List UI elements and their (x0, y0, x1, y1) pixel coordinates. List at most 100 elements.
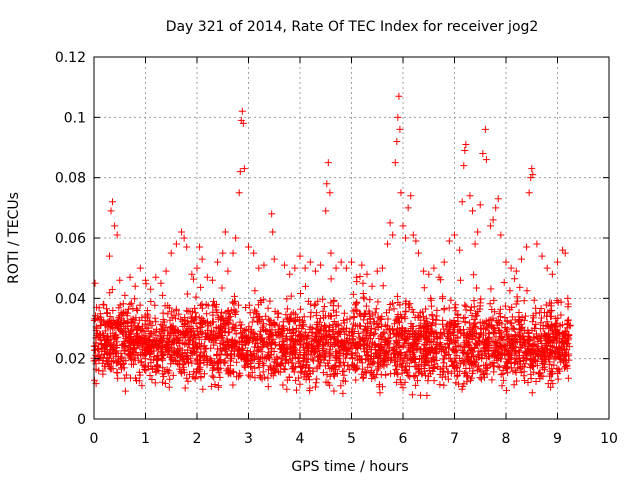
data-point (103, 309, 111, 317)
data-point (113, 231, 121, 239)
data-point (399, 222, 407, 230)
x-tick-label: 7 (450, 431, 459, 447)
data-point (409, 231, 417, 239)
data-point (548, 270, 556, 278)
data-point (348, 258, 355, 266)
data-point (152, 273, 160, 281)
data-point (538, 252, 546, 260)
x-tick-label: 3 (244, 431, 253, 447)
data-point (198, 255, 206, 263)
data-point (389, 231, 397, 239)
y-tick-label: 0.04 (55, 291, 86, 307)
data-point (461, 147, 469, 155)
data-point (425, 270, 433, 278)
data-point (323, 180, 331, 188)
x-tick-label: 4 (296, 431, 305, 447)
data-point (268, 210, 276, 218)
data-point (487, 222, 495, 230)
data-point (301, 264, 309, 272)
data-point (554, 258, 561, 266)
data-point (525, 189, 533, 197)
data-point (235, 189, 243, 197)
data-point (523, 243, 531, 251)
data-points (91, 92, 572, 323)
data-point (440, 258, 448, 266)
x-tick-label: 10 (600, 431, 618, 447)
data-point (363, 270, 371, 278)
x-axis-label: GPS time / hours (291, 459, 408, 475)
data-point (126, 273, 134, 281)
data-point (445, 237, 453, 245)
y-axis-ticks: 0 0.02 0.04 0.06 0.08 0.1 0.12 (55, 50, 609, 428)
data-point (306, 258, 314, 266)
data-point (105, 252, 113, 260)
data-point (136, 264, 144, 272)
data-point (109, 198, 117, 206)
data-point (157, 279, 165, 287)
data-point (492, 204, 500, 212)
data-point (561, 249, 569, 257)
data-point (533, 240, 541, 248)
data-point (479, 150, 487, 158)
data-point (286, 270, 294, 278)
dense-data-cloud (90, 271, 574, 399)
data-point (395, 92, 403, 100)
data-point (121, 291, 129, 299)
x-tick-label: 6 (399, 431, 408, 447)
data-point (502, 258, 510, 266)
data-point (393, 137, 401, 145)
data-point (507, 264, 515, 272)
data-point (476, 201, 484, 209)
data-point (238, 107, 246, 115)
data-point (528, 165, 536, 173)
data-point (512, 267, 520, 275)
y-tick-label: 0.12 (55, 50, 86, 66)
data-point (327, 249, 335, 257)
data-point (116, 276, 124, 284)
data-point (458, 198, 466, 206)
data-point (456, 246, 464, 254)
data-point (407, 192, 415, 200)
data-point (324, 159, 332, 167)
data-point (474, 228, 482, 236)
data-point (435, 273, 443, 281)
data-point (358, 261, 366, 269)
chart-title: Day 321 of 2014, Rate Of TEC Index for r… (166, 19, 539, 35)
x-tick-label: 8 (502, 431, 511, 447)
x-tick-label: 1 (141, 431, 150, 447)
data-point (497, 231, 505, 239)
y-tick-label: 0.1 (64, 110, 86, 126)
data-point (111, 222, 119, 230)
data-point (402, 234, 410, 242)
data-point (188, 270, 196, 278)
data-point (107, 207, 115, 215)
data-point (250, 249, 258, 257)
data-point (232, 234, 240, 242)
data-point (489, 216, 497, 224)
data-point (172, 240, 180, 248)
data-point (543, 264, 551, 272)
data-point (517, 255, 525, 263)
data-point (260, 261, 268, 269)
data-point (396, 125, 404, 133)
y-tick-label: 0.02 (55, 352, 86, 368)
x-tick-label: 9 (553, 431, 562, 447)
data-point (162, 267, 170, 275)
data-point (255, 264, 263, 272)
dense-points-path (90, 271, 574, 399)
data-point (481, 125, 489, 133)
data-point (412, 237, 420, 245)
data-point (240, 165, 248, 173)
data-point (214, 258, 222, 266)
data-point (471, 240, 479, 248)
data-point (239, 119, 247, 127)
data-point (326, 189, 334, 197)
data-point (397, 189, 405, 197)
data-point (337, 258, 345, 266)
data-point (311, 267, 319, 275)
data-point (270, 255, 278, 263)
data-point (460, 162, 468, 170)
data-point (91, 279, 99, 287)
